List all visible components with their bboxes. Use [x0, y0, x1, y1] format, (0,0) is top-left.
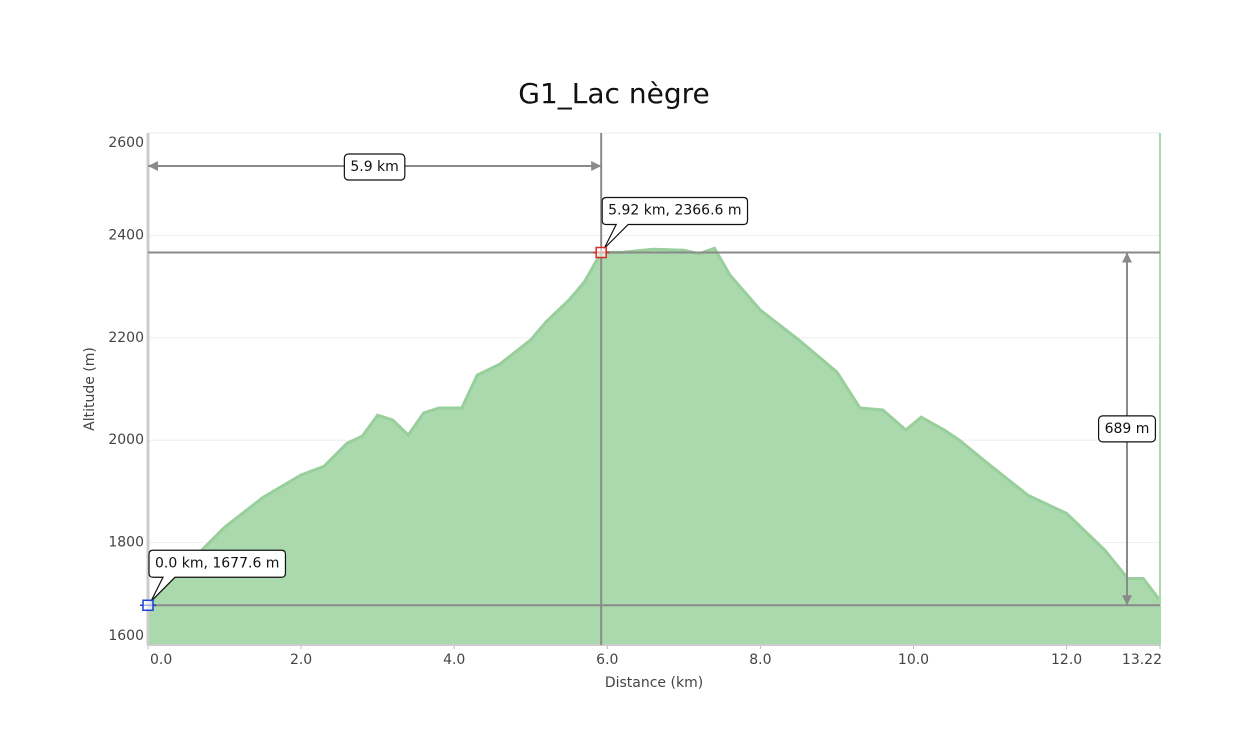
y-tick-label: 1600 — [108, 628, 144, 644]
y-tick-label: 1800 — [108, 535, 144, 551]
distance-label-text: 5.9 km — [350, 159, 398, 175]
climb-arrow-head — [1122, 252, 1132, 263]
distance-label: 5.9 km — [343, 153, 406, 181]
marker-label: 5.92 km, 2366.6 m — [608, 203, 741, 219]
y-tick-label: 2600 — [108, 135, 144, 151]
marker-callout: 5.92 km, 2366.6 m — [601, 196, 749, 249]
elevation-area — [148, 248, 1160, 645]
y-axis-label: Altitude (m) — [82, 347, 98, 431]
x-tick-label: 8.0 — [749, 652, 771, 668]
climb-label-box — [1097, 415, 1157, 443]
x-tick-label: 4.0 — [443, 652, 465, 668]
y-tick-label: 2200 — [108, 330, 144, 346]
distance-label-box — [343, 153, 406, 181]
x-tick-label: 12.0 — [1051, 652, 1082, 668]
chart-title: G1_Lac nègre — [518, 77, 709, 110]
climb-label-text: 689 m — [1105, 421, 1150, 437]
marker — [595, 246, 607, 259]
x-tick-label: 2.0 — [290, 652, 312, 668]
y-tick-label: 2400 — [108, 227, 144, 243]
x-tick-label: 0.0 — [150, 652, 172, 668]
climb-label: 689 m — [1097, 415, 1157, 443]
marker-label-box — [601, 196, 749, 249]
marker-label: 0.0 km, 1677.6 m — [155, 555, 279, 571]
marker — [142, 599, 154, 612]
x-axis-label: Distance (km) — [605, 675, 703, 691]
marker-label-box — [148, 549, 287, 602]
x-tick-label: 10.0 — [898, 652, 929, 668]
x-tick-label: 13.22 — [1122, 652, 1162, 668]
distance-arrow-head — [591, 161, 602, 171]
y-tick-label: 2000 — [108, 432, 144, 448]
climb-arrow-head — [1122, 595, 1132, 606]
marker-callout: 0.0 km, 1677.6 m — [148, 549, 287, 602]
x-tick-label: 6.0 — [596, 652, 618, 668]
distance-arrow-head — [148, 161, 158, 171]
